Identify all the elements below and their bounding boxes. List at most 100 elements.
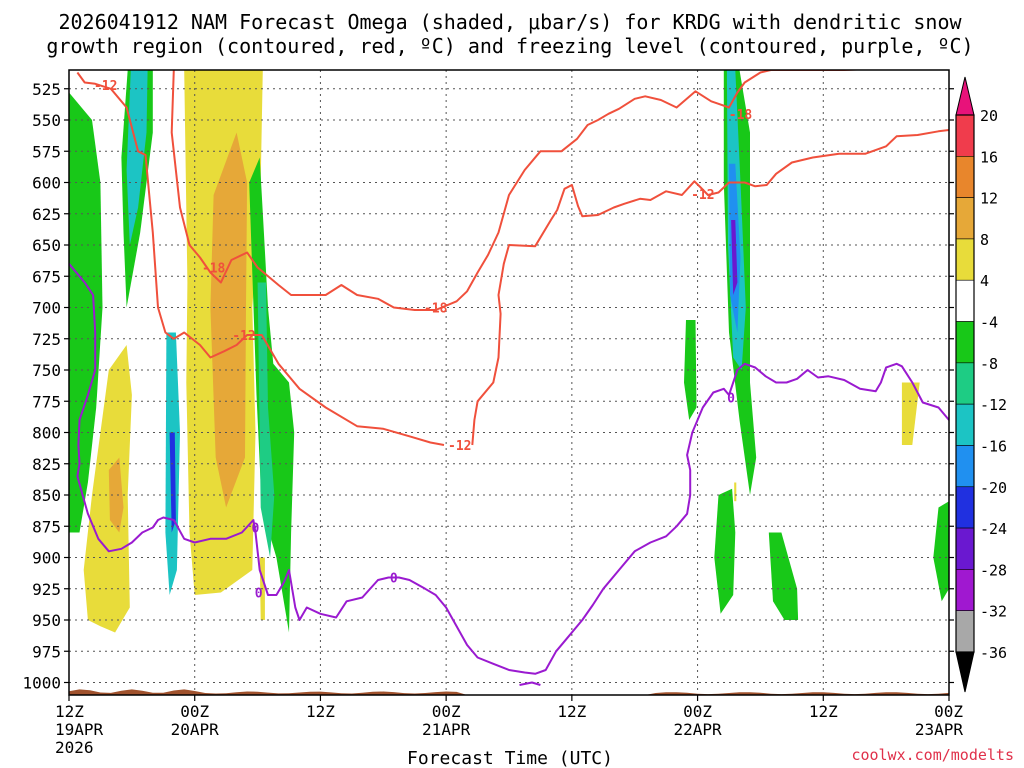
y-tick-label-575: 575	[32, 142, 61, 161]
omega-shade-region-3	[126, 70, 148, 245]
y-tick-label-700: 700	[32, 299, 61, 318]
colorbar-bin-11	[955, 569, 975, 611]
red-contour-label-4: -12	[448, 439, 471, 454]
colorbar-label-5: -4	[980, 314, 998, 332]
x-tick-label-0: 12Z	[55, 702, 84, 721]
omega-shade-region-19	[768, 532, 799, 620]
x-tick-label-12: 00Z	[180, 702, 209, 721]
y-tick-label-625: 625	[32, 205, 61, 224]
omega-shade-region-11	[257, 282, 275, 558]
plot-frame	[68, 69, 950, 696]
omega-shade-region-5	[108, 457, 124, 533]
x-tick-date-0: 19APR	[55, 720, 104, 739]
x-tick-label-60: 00Z	[683, 702, 712, 721]
y-tick-label-825: 825	[32, 455, 61, 474]
y-tick-label-900: 900	[32, 549, 61, 568]
y-tick-label-675: 675	[32, 267, 61, 286]
y-tick-label-850: 850	[32, 486, 61, 505]
y-tick-label-1000: 1000	[22, 674, 61, 693]
omega-shade-region-10	[249, 157, 295, 633]
chart-title-line-1: 2026041912 NAM Forecast Omega (shaded, μ…	[58, 10, 962, 34]
x-tick-label-72: 12Z	[809, 702, 838, 721]
omega-shade-region-22	[734, 482, 737, 502]
red-contour-label-2: -12	[232, 329, 255, 344]
omega-shading-layer	[69, 70, 949, 633]
y-tick-label-750: 750	[32, 361, 61, 380]
colorbar-label-12: -32	[980, 603, 1007, 621]
y-tick-label-725: 725	[32, 330, 61, 349]
omega-shade-region-7	[169, 432, 176, 533]
x-tick-label-84: 00Z	[934, 702, 963, 721]
colorbar-label-4: 4	[980, 272, 989, 290]
purple-contour-0	[69, 263, 949, 675]
colorbar-bin-8	[955, 445, 975, 488]
x-tick-label-48: 12Z	[557, 702, 586, 721]
purple-contour-label-0: 0	[252, 522, 260, 537]
colorbar-bin-2	[955, 197, 975, 240]
colorbar-over-arrow	[955, 76, 975, 116]
purple-contour-label-3: 0	[727, 392, 735, 407]
colorbar-bin-0	[955, 114, 975, 157]
credit-text: coolwx.com/modelts	[851, 746, 1014, 764]
y-tick-label-875: 875	[32, 517, 61, 536]
x-axis-title: Forecast Time (UTC)	[407, 748, 613, 768]
omega-shade-region-21	[933, 501, 949, 602]
colorbar-bin-12	[955, 610, 975, 653]
y-tick-label-800: 800	[32, 424, 61, 443]
grid-layer	[69, 70, 949, 695]
colorbar-label-10: -24	[980, 520, 1007, 538]
colorbar-under-arrow	[955, 651, 975, 693]
contour-labels: -12 -18 -12 -18 -12 -18 -12 0 0 0 0	[94, 79, 753, 602]
red-contour-label-5: -18	[729, 108, 753, 123]
colorbar-bin-6	[955, 362, 975, 405]
x-tick-date-84: 23APR	[915, 720, 964, 739]
dendritic-growth-contours	[76, 70, 949, 446]
colorbar-bin-3	[955, 238, 975, 281]
colorbar-label-0: 20	[980, 107, 998, 125]
omega-shade-region-9	[210, 132, 248, 508]
colorbar-bin-4	[955, 279, 975, 322]
colorbar-label-8: -16	[980, 437, 1007, 455]
omega-shade-region-13	[684, 320, 697, 420]
y-tick-label-775: 775	[32, 392, 61, 411]
colorbar-label-7: -12	[980, 396, 1007, 414]
colorbar-label-2: 12	[980, 190, 998, 208]
colorbar-label-9: -20	[980, 479, 1007, 497]
colorbar-bin-9	[955, 486, 975, 529]
y-axis: 525 550 575 600 625 650 675 700 725 750 775 800 825 8…	[22, 80, 954, 693]
y-tick-label-650: 650	[32, 236, 61, 255]
x-tick-date-36: 21APR	[422, 720, 471, 739]
y-tick-label-600: 600	[32, 174, 61, 193]
plot-area: -12 -18 -12 -18 -12 -18 -12 0 0 0 0	[69, 70, 949, 695]
x-tick-date-12: 20APR	[171, 720, 220, 739]
y-tick-label-975: 975	[32, 642, 61, 661]
omega-shade-region-18	[714, 488, 736, 614]
y-tick-label-525: 525	[32, 80, 61, 99]
chart-title-line-2: growth region (contoured, red, ºC) and f…	[46, 34, 973, 58]
colorbar-label-1: 16	[980, 148, 998, 166]
x-tick-year-0: 2026	[55, 738, 94, 757]
colorbar-bin-10	[955, 527, 975, 570]
freezing-level-contours	[69, 263, 949, 686]
colorbar-frame	[955, 114, 975, 653]
omega-shade-region-1	[69, 92, 103, 533]
red-contour-1	[170, 70, 870, 311]
y-tick-label-950: 950	[32, 611, 61, 630]
red-contour-label-6: -12	[691, 188, 714, 203]
omega-shade-region-20	[901, 382, 920, 445]
terrain-fill	[69, 689, 949, 695]
colorbar-label-11: -28	[980, 561, 1007, 579]
colorbar-label-3: 8	[980, 231, 989, 249]
x-tick-label-24: 12Z	[306, 702, 335, 721]
colorbar: 20 16 12 8 4 -4 -8 -12 -16 -20 -24 -28 -32 -36	[955, 76, 1007, 693]
x-tick-label-36: 00Z	[432, 702, 461, 721]
red-contour-2	[471, 129, 949, 446]
x-tick-date-60: 22APR	[673, 720, 722, 739]
purple-contour-1	[519, 681, 541, 686]
colorbar-label-6: -8	[980, 355, 998, 373]
omega-shade-region-4	[83, 345, 132, 633]
red-contour-label-3: -18	[424, 302, 448, 317]
purple-contour-label-1: 0	[255, 587, 263, 602]
